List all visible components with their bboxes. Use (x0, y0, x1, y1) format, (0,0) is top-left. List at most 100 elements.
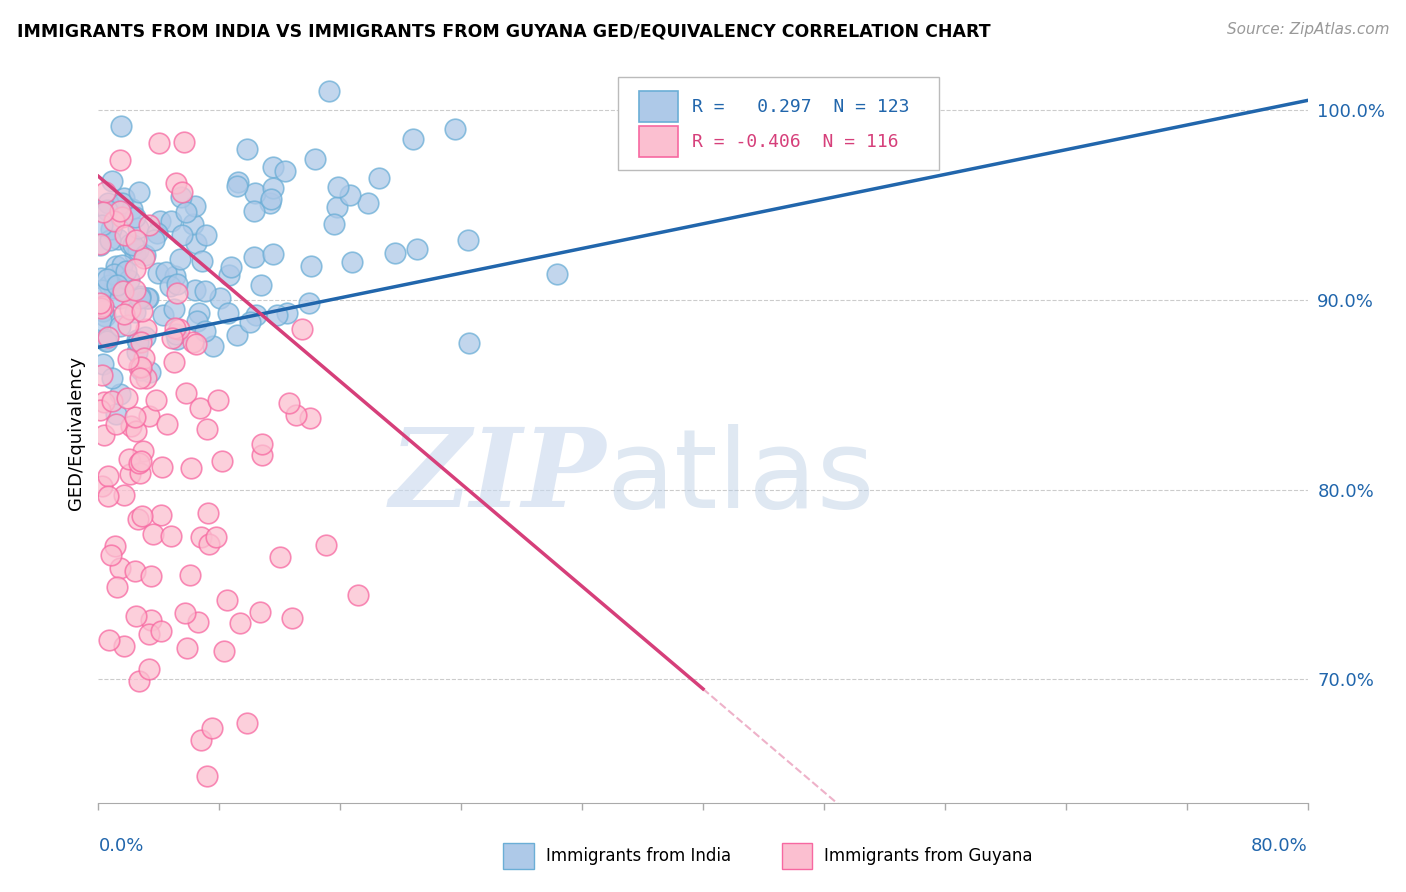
Point (100, 233, 122, 247)
Point (148, 136, 170, 150)
Point (121, 202, 143, 217)
Point (148, 266, 170, 280)
Point (170, 190, 193, 204)
Point (122, 238, 145, 252)
Point (325, 200, 347, 214)
Point (131, 335, 153, 350)
Text: ZIP: ZIP (389, 424, 606, 531)
Text: Source: ZipAtlas.com: Source: ZipAtlas.com (1226, 22, 1389, 37)
Point (129, 363, 152, 377)
Point (190, 254, 212, 268)
Point (141, 568, 163, 582)
Point (218, 268, 240, 283)
Point (155, 265, 177, 279)
Bar (782, 843, 811, 869)
Point (100, 548, 122, 562)
Point (172, 228, 194, 243)
Point (108, 291, 131, 305)
Point (195, 422, 218, 436)
Point (136, 291, 159, 305)
Point (236, 715, 259, 730)
Point (131, 509, 153, 524)
Point (163, 320, 186, 334)
Point (110, 210, 132, 224)
Point (120, 237, 142, 252)
Point (89, 295, 111, 310)
Point (318, 84, 340, 98)
Point (141, 526, 163, 541)
Point (159, 214, 181, 228)
Point (117, 318, 139, 332)
Point (124, 262, 146, 277)
Point (546, 267, 568, 281)
Point (103, 281, 125, 295)
Point (174, 204, 197, 219)
Point (186, 313, 208, 327)
FancyBboxPatch shape (619, 78, 939, 169)
Point (176, 641, 198, 656)
Point (194, 228, 217, 243)
Point (98, 632, 121, 647)
Point (97, 196, 120, 211)
Point (339, 187, 361, 202)
Point (135, 291, 157, 305)
Point (174, 386, 197, 401)
Point (243, 250, 266, 264)
Point (188, 401, 211, 416)
Point (108, 386, 131, 401)
Point (110, 119, 132, 133)
Point (156, 417, 179, 431)
Point (250, 437, 273, 451)
Point (91, 205, 114, 219)
Point (326, 180, 349, 194)
Point (125, 233, 148, 247)
Point (139, 366, 162, 380)
Point (299, 259, 322, 273)
Point (209, 291, 232, 305)
Point (131, 443, 153, 458)
Point (276, 305, 298, 319)
Point (190, 732, 212, 747)
Point (104, 539, 127, 553)
Point (166, 285, 188, 300)
Point (181, 334, 204, 349)
Point (101, 371, 124, 385)
Point (180, 460, 202, 475)
Point (94, 309, 117, 323)
Point (120, 467, 142, 481)
Point (125, 424, 148, 438)
Point (207, 392, 229, 407)
Point (226, 175, 249, 189)
Point (149, 508, 172, 522)
Point (212, 644, 235, 658)
Point (179, 568, 201, 582)
Point (152, 308, 174, 322)
Text: R =   0.297  N = 123: R = 0.297 N = 123 (692, 98, 910, 116)
Point (217, 305, 239, 319)
Point (132, 251, 155, 265)
Point (91, 304, 114, 318)
Point (98, 277, 121, 292)
Point (105, 417, 128, 431)
Point (105, 259, 128, 273)
Point (89, 237, 111, 252)
Point (291, 322, 314, 336)
Point (110, 318, 132, 333)
Point (281, 611, 304, 625)
Point (105, 277, 128, 292)
Point (134, 330, 156, 344)
Point (129, 453, 152, 467)
Point (128, 359, 150, 374)
Point (105, 407, 128, 421)
Point (91, 299, 114, 313)
Point (262, 161, 284, 175)
Bar (638, 91, 678, 122)
Point (299, 410, 322, 425)
Point (160, 529, 183, 543)
Point (225, 179, 247, 194)
Point (243, 203, 266, 218)
Point (146, 226, 169, 240)
Point (166, 277, 188, 291)
Point (190, 530, 212, 544)
Point (120, 419, 142, 434)
